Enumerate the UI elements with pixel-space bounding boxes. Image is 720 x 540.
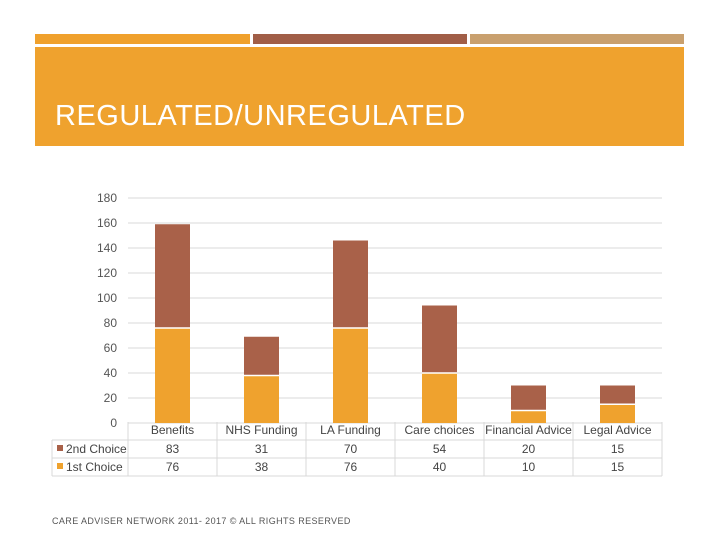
category-label: Financial Advice bbox=[485, 423, 572, 437]
title-banner bbox=[35, 47, 684, 146]
y-tick-label: 40 bbox=[104, 366, 118, 380]
category-label: NHS Funding bbox=[225, 423, 297, 437]
gridlines bbox=[128, 197, 662, 424]
bar-2nd-choice bbox=[422, 305, 457, 373]
slide-title: REGULATED/UNREGULATED bbox=[55, 100, 466, 132]
copyright-footer: CARE ADVISER NETWORK 2011- 2017 © ALL RI… bbox=[52, 516, 351, 526]
y-tick-label: 60 bbox=[104, 341, 118, 355]
legend-label: 2nd Choice bbox=[66, 442, 127, 456]
accent-strip-brown bbox=[253, 34, 467, 44]
data-table-value: 15 bbox=[611, 460, 625, 474]
data-table-value: 76 bbox=[166, 460, 180, 474]
data-table-value: 83 bbox=[166, 442, 180, 456]
bar-1st-choice bbox=[333, 328, 368, 423]
data-table-value: 76 bbox=[344, 460, 358, 474]
bar-2nd-choice bbox=[155, 224, 190, 328]
accent-strip-tan bbox=[470, 34, 684, 44]
bar-1st-choice bbox=[511, 410, 546, 423]
bar-2nd-choice bbox=[511, 385, 546, 411]
accent-strip-orange bbox=[35, 34, 250, 44]
data-table-value: 10 bbox=[522, 460, 536, 474]
data-table: Benefits NHS Funding LA Funding Care choice… bbox=[51, 422, 663, 477]
legend-swatch bbox=[57, 445, 63, 451]
bar-2nd-choice bbox=[600, 385, 635, 405]
bar-1st-choice bbox=[422, 373, 457, 423]
category-label: Care choices bbox=[404, 423, 474, 437]
y-tick-label: 140 bbox=[97, 241, 117, 255]
y-tick-label: 180 bbox=[97, 191, 117, 205]
legend-label: 1st Choice bbox=[66, 460, 123, 474]
bar-1st-choice bbox=[244, 375, 279, 423]
data-table-value: 54 bbox=[433, 442, 447, 456]
y-axis-ticks: 180 160 140 120 100 80 60 40 20 0 bbox=[97, 191, 117, 430]
data-table-value: 31 bbox=[255, 442, 269, 456]
bar-2nd-choice bbox=[333, 240, 368, 328]
y-tick-label: 0 bbox=[110, 416, 117, 430]
data-table-value: 15 bbox=[611, 442, 625, 456]
category-label: Benefits bbox=[151, 423, 194, 437]
y-tick-label: 100 bbox=[97, 291, 117, 305]
bars bbox=[155, 224, 635, 423]
category-label: LA Funding bbox=[320, 423, 381, 437]
bar-2nd-choice bbox=[244, 336, 279, 376]
bar-1st-choice bbox=[155, 328, 190, 423]
legend-swatch bbox=[57, 463, 63, 469]
bar-1st-choice bbox=[600, 404, 635, 423]
y-tick-label: 20 bbox=[104, 391, 118, 405]
y-tick-label: 120 bbox=[97, 266, 117, 280]
category-label: Legal Advice bbox=[583, 423, 651, 437]
y-tick-label: 80 bbox=[104, 316, 118, 330]
data-table-value: 38 bbox=[255, 460, 269, 474]
data-table-value: 70 bbox=[344, 442, 358, 456]
data-table-value: 20 bbox=[522, 442, 536, 456]
data-table-value: 40 bbox=[433, 460, 447, 474]
y-tick-label: 160 bbox=[97, 216, 117, 230]
